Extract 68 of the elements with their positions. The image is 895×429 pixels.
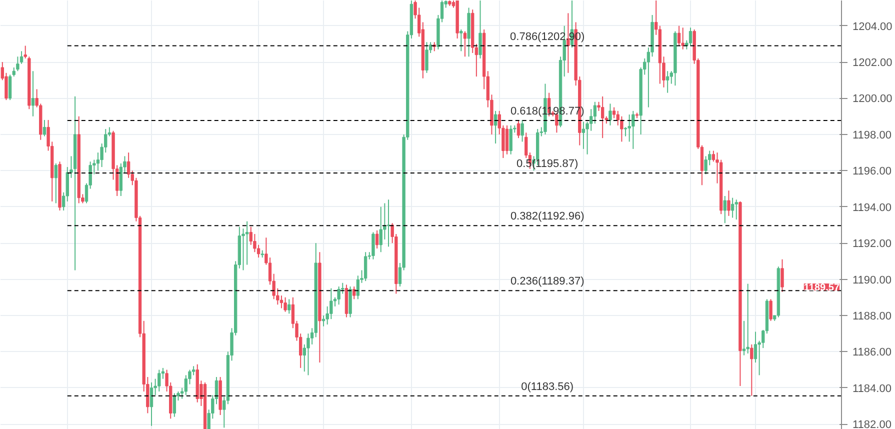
ref-line-label: 0.236(1189.37) xyxy=(510,276,584,288)
candlestick xyxy=(769,298,772,322)
candlestick xyxy=(600,96,604,139)
y-tick-label: 1198.00 xyxy=(852,129,892,142)
candlestick xyxy=(460,28,463,52)
candlestick xyxy=(256,244,260,258)
candlestick xyxy=(364,252,368,282)
candlestick xyxy=(352,286,356,300)
candlestick xyxy=(54,162,58,204)
candlestick xyxy=(158,369,161,392)
candlestick xyxy=(780,258,784,292)
candlestick xyxy=(386,199,390,248)
candlestick xyxy=(245,220,249,266)
candlestick xyxy=(612,106,616,119)
candlestick xyxy=(284,296,287,312)
y-tick-label: 1188.00 xyxy=(852,310,892,322)
y-tick-label: 1202.00 xyxy=(852,57,892,70)
candlestick xyxy=(746,283,750,354)
candlestick xyxy=(172,392,176,418)
ref-line-label: 0(1183.56) xyxy=(521,380,574,393)
candlestick xyxy=(723,195,726,224)
candlestick xyxy=(42,119,46,137)
candlestick xyxy=(372,232,375,260)
candlestick xyxy=(150,382,154,426)
candlestick xyxy=(582,121,586,150)
candlestick xyxy=(516,119,520,139)
candlestick xyxy=(754,331,758,364)
y-tick-label: 1186.00 xyxy=(852,346,892,359)
y-tick-label: 1194.00 xyxy=(852,202,892,214)
y-tick-label: 1196.00 xyxy=(852,166,892,178)
y-tick-label: 1182.00 xyxy=(852,419,892,429)
candlestick xyxy=(31,70,35,117)
candlestick xyxy=(126,152,130,178)
candlestick xyxy=(730,197,734,218)
ref-line-label: 0.382(1192.96) xyxy=(510,210,584,223)
candlestick xyxy=(505,124,509,155)
candlestick xyxy=(463,30,467,58)
candlestick xyxy=(712,150,716,162)
candlestick xyxy=(593,101,597,124)
candlestick xyxy=(666,70,670,94)
candlestick xyxy=(632,110,635,150)
y-tick-label: 1200.00 xyxy=(852,93,892,106)
candlestick xyxy=(742,320,746,356)
candlestick xyxy=(734,199,738,220)
candlestick xyxy=(8,74,12,101)
candlestick xyxy=(688,27,692,46)
candlestick xyxy=(192,366,196,376)
y-tick-label: 1184.00 xyxy=(852,382,892,395)
candlestick xyxy=(624,126,628,137)
candlestick xyxy=(379,206,382,253)
candlestick xyxy=(337,286,340,306)
y-tick-label: 1192.00 xyxy=(852,238,892,250)
candlestick xyxy=(375,230,379,249)
candlestick xyxy=(509,124,512,155)
y-tick-label: 1190.00 xyxy=(852,274,892,286)
candlestick xyxy=(681,27,684,50)
candlestick xyxy=(425,42,428,74)
candlestick xyxy=(494,110,498,144)
candlestick xyxy=(12,66,16,78)
y-tick-label: 1204.00 xyxy=(852,20,892,33)
candlestick xyxy=(727,190,730,216)
candlestick xyxy=(288,298,291,314)
candlestick xyxy=(520,119,524,142)
candlestick xyxy=(280,295,284,309)
candlestick xyxy=(478,0,482,59)
candlestick xyxy=(750,344,754,396)
candlestick xyxy=(608,103,612,126)
candlestick xyxy=(677,25,681,46)
